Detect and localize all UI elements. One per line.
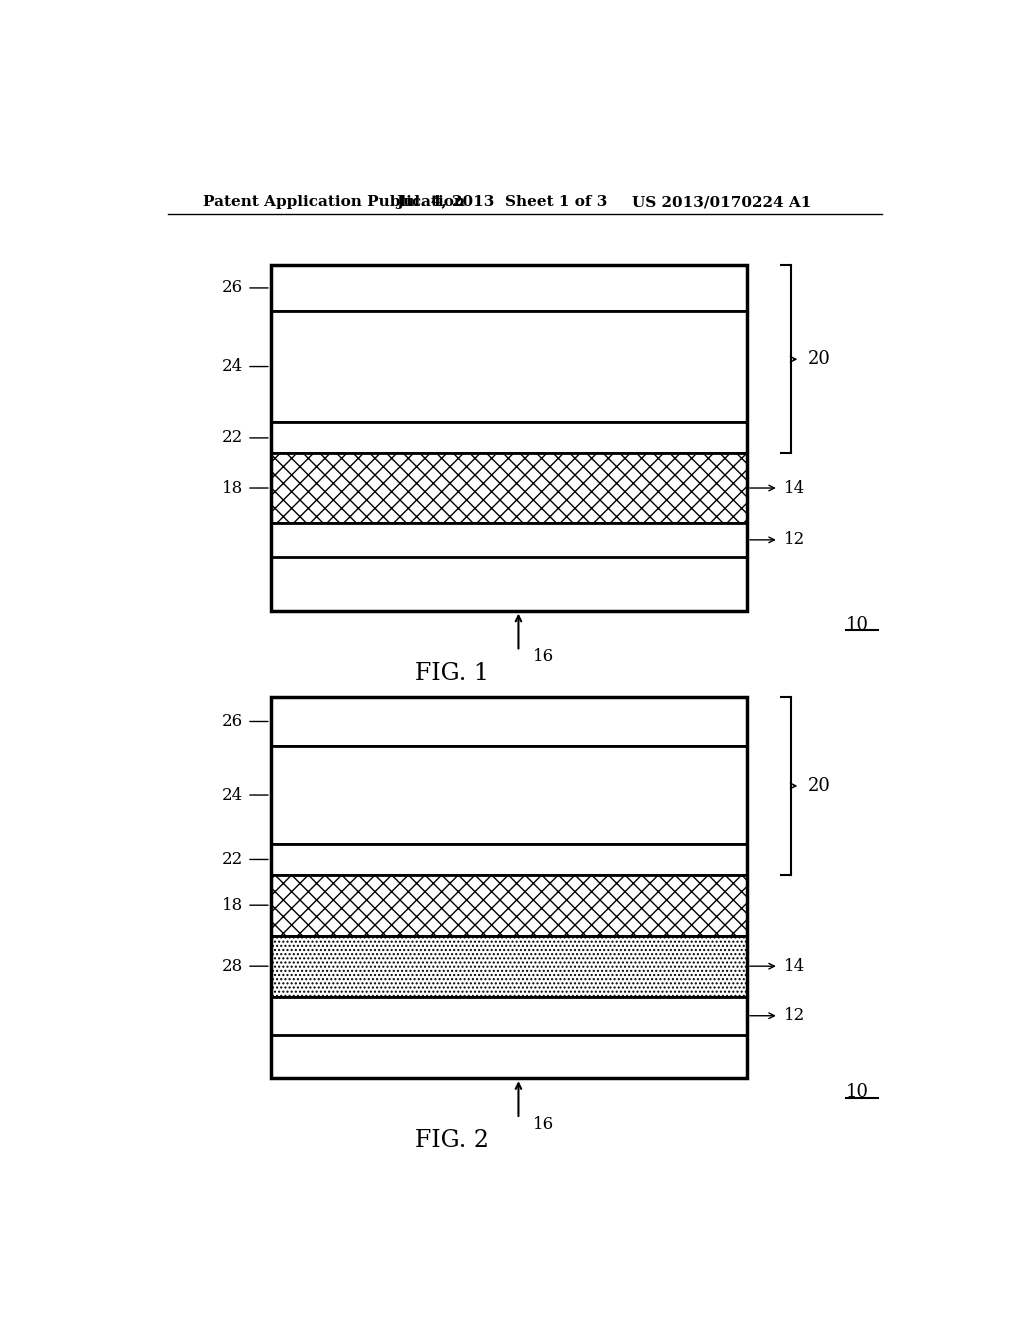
Text: US 2013/0170224 A1: US 2013/0170224 A1 (632, 195, 811, 209)
Bar (270, 875, 748, 936)
Text: Sheet 1 of 3: Sheet 1 of 3 (506, 195, 607, 209)
Text: 14: 14 (784, 958, 806, 974)
Bar (270, 265, 748, 611)
Bar (270, 523, 748, 557)
Text: 12: 12 (784, 532, 806, 548)
Text: 28: 28 (222, 958, 243, 974)
Bar (270, 697, 748, 1078)
Bar (270, 697, 748, 746)
Text: FIG. 1: FIG. 1 (415, 661, 488, 685)
Bar (270, 997, 748, 1035)
Text: 20: 20 (808, 350, 831, 368)
Text: 18: 18 (222, 479, 243, 496)
Bar (270, 265, 748, 310)
Bar (270, 746, 748, 845)
Text: FIG. 2: FIG. 2 (415, 1129, 488, 1152)
Text: 26: 26 (222, 280, 243, 297)
Text: 26: 26 (222, 713, 243, 730)
Text: 12: 12 (784, 1007, 806, 1024)
Text: Jul. 4, 2013: Jul. 4, 2013 (396, 195, 495, 209)
Bar (270, 936, 748, 997)
Bar (270, 422, 748, 454)
Text: Patent Application Publication: Patent Application Publication (204, 195, 465, 209)
Text: 22: 22 (222, 429, 243, 446)
Text: 18: 18 (222, 896, 243, 913)
Text: 10: 10 (846, 1084, 869, 1101)
Text: 24: 24 (222, 787, 243, 804)
Bar (270, 845, 748, 875)
Bar (270, 310, 748, 422)
Text: 20: 20 (808, 777, 831, 795)
Text: 22: 22 (222, 851, 243, 869)
Text: 14: 14 (784, 479, 806, 496)
Bar (270, 454, 748, 523)
Text: 16: 16 (532, 648, 554, 665)
Text: 24: 24 (222, 358, 243, 375)
Text: 10: 10 (846, 615, 869, 634)
Text: 16: 16 (532, 1115, 554, 1133)
